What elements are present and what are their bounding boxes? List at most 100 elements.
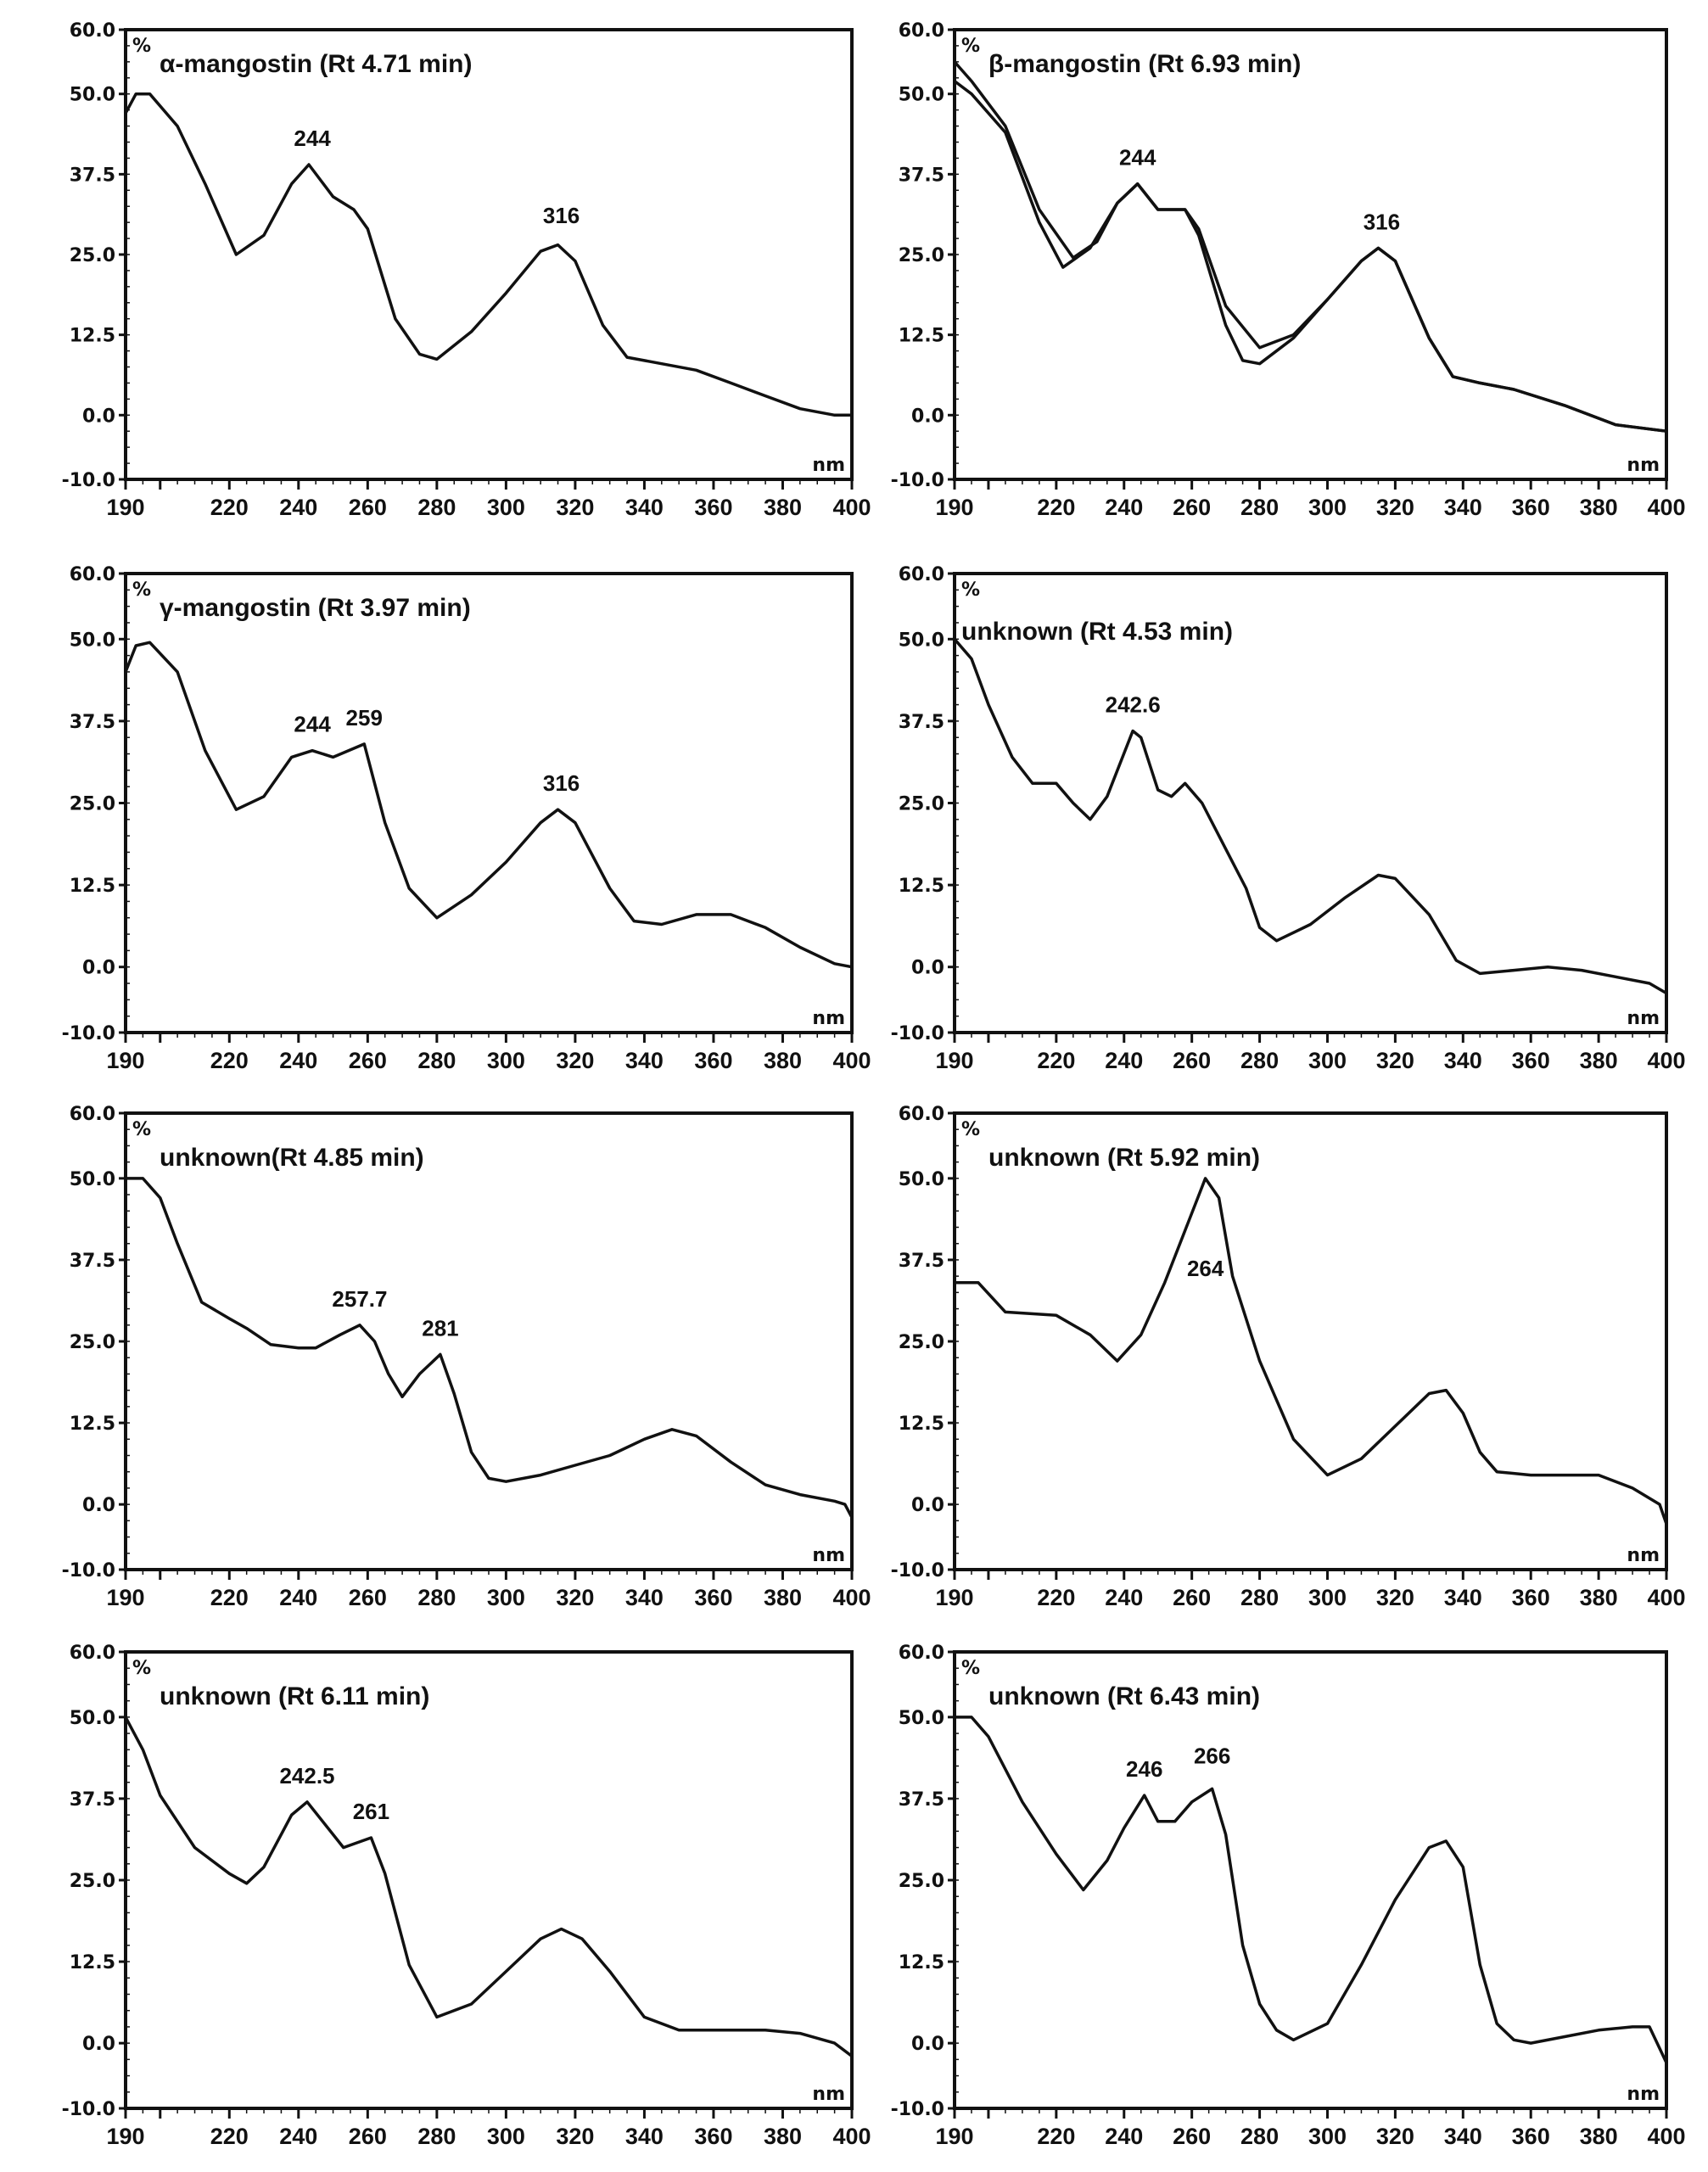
y-tick-label: 60.0 xyxy=(899,564,944,585)
peak-label: 257.7 xyxy=(332,1286,387,1312)
y-tick-label: 50.0 xyxy=(899,85,944,106)
y-tick-label: 60.0 xyxy=(70,1104,115,1125)
y-tick-label: 37.5 xyxy=(899,165,944,186)
x-tick-label: 400 xyxy=(1647,2124,1685,2149)
y-tick-label: 12.5 xyxy=(70,876,115,897)
x-tick-label: 260 xyxy=(1173,1585,1211,1610)
x-tick-label: 280 xyxy=(1240,1585,1279,1610)
x-tick-label: 260 xyxy=(349,2124,387,2149)
x-tick-label: 240 xyxy=(279,2124,317,2149)
x-tick-label: 340 xyxy=(1444,2124,1482,2149)
peak-label: 316 xyxy=(543,770,580,796)
x-tick-label: 380 xyxy=(1580,1585,1618,1610)
spectrum-panel-2: 60.0 50.0 37.5 25.0 12.5 0.0 -10.0 190 220 240 260… xyxy=(891,20,1686,520)
x-tick-label: 340 xyxy=(1444,1048,1482,1073)
x-unit-label: nm xyxy=(812,1545,845,1566)
y-tick-label: 60.0 xyxy=(899,1104,944,1125)
panel-title: β-mangostin (Rt 6.93 min) xyxy=(988,50,1301,78)
y-tick-label: 50.0 xyxy=(899,1708,944,1729)
y-unit-label: % xyxy=(961,1119,980,1140)
peak-label: 316 xyxy=(1364,209,1400,234)
y-unit-label: % xyxy=(132,579,151,601)
plot-frame xyxy=(953,28,1668,481)
panel-title: unknown (Rt 6.11 min) xyxy=(160,1682,429,1710)
peak-label: 266 xyxy=(1194,1744,1230,1769)
x-tick-label: 320 xyxy=(1376,1048,1414,1073)
peak-label: 259 xyxy=(346,705,383,731)
x-tick-label: 240 xyxy=(1105,1048,1143,1073)
x-tick-label: 280 xyxy=(417,1585,456,1610)
y-tick-label: 12.5 xyxy=(70,326,115,347)
y-tick-label: 37.5 xyxy=(899,712,944,733)
x-tick-label: 340 xyxy=(625,495,664,520)
x-tick-label: 360 xyxy=(694,1048,732,1073)
y-tick-label: 0.0 xyxy=(911,406,944,427)
x-tick-label: 190 xyxy=(106,1585,144,1610)
y-tick-label: 37.5 xyxy=(899,1251,944,1272)
y-tick-label: 25.0 xyxy=(899,245,944,266)
y-tick-label: 50.0 xyxy=(70,1169,115,1190)
x-tick-label: 400 xyxy=(1647,1048,1685,1073)
x-tick-label: 300 xyxy=(487,1585,525,1610)
x-tick-label: 220 xyxy=(1037,1048,1075,1073)
x-tick-label: 300 xyxy=(1308,1585,1347,1610)
x-tick-label: 260 xyxy=(349,495,387,520)
x-tick-label: 240 xyxy=(279,1585,317,1610)
y-tick-label: 0.0 xyxy=(82,958,115,979)
x-tick-label: 320 xyxy=(556,495,594,520)
x-tick-label: 320 xyxy=(556,2124,594,2149)
x-tick-label: 280 xyxy=(1240,495,1279,520)
x-tick-label: 220 xyxy=(1037,495,1075,520)
x-unit-label: nm xyxy=(1627,1545,1660,1566)
x-tick-label: 400 xyxy=(832,1585,871,1610)
x-tick-label: 260 xyxy=(349,1585,387,1610)
x-unit-label: nm xyxy=(812,455,845,476)
x-tick-label: 360 xyxy=(1512,1585,1550,1610)
spectrum-panel-3: 60.0 50.0 37.5 25.0 12.5 0.0 -10.0 190 220 240 260… xyxy=(62,564,871,1073)
plot-frame xyxy=(124,572,854,1034)
spectrum-line xyxy=(124,641,853,969)
x-tick-label: 280 xyxy=(1240,1048,1279,1073)
plot-frame xyxy=(953,1111,1668,1571)
x-tick-label: 400 xyxy=(832,2124,871,2149)
y-tick-label: 0.0 xyxy=(82,406,115,427)
x-tick-label: 190 xyxy=(106,495,144,520)
x-tick-label: 380 xyxy=(1580,1048,1618,1073)
y-tick-label: 50.0 xyxy=(899,630,944,651)
peak-label: 242.6 xyxy=(1106,691,1161,717)
spectrum-panel-7: 60.0 50.0 37.5 25.0 12.5 0.0 -10.0 190 220 240 260… xyxy=(62,1643,871,2149)
x-tick-label: 360 xyxy=(1512,2124,1550,2149)
x-tick-label: 220 xyxy=(1037,2124,1075,2149)
y-tick-label: 50.0 xyxy=(70,85,115,106)
spectrum-panel-1: 60.0 50.0 37.5 25.0 12.5 0.0 -10.0 190 220 240 260… xyxy=(62,20,871,520)
y-tick-label: 25.0 xyxy=(70,245,115,266)
x-tick-label: 400 xyxy=(1647,495,1685,520)
x-tick-label: 280 xyxy=(417,2124,456,2149)
x-tick-label: 240 xyxy=(1105,2124,1143,2149)
x-tick-label: 240 xyxy=(1105,495,1143,520)
y-tick-label: -10.0 xyxy=(891,470,944,491)
x-tick-label: 280 xyxy=(417,495,456,520)
x-tick-label: 360 xyxy=(694,2124,732,2149)
y-tick-label: 37.5 xyxy=(70,165,115,186)
x-unit-label: nm xyxy=(1627,2084,1660,2105)
panel-title: unknown (Rt 5.92 min) xyxy=(988,1144,1260,1172)
peak-label: 242.5 xyxy=(279,1763,334,1789)
y-tick-label: 25.0 xyxy=(899,1871,944,1892)
y-unit-label: % xyxy=(961,36,980,57)
spectrum-line xyxy=(953,638,1667,995)
y-tick-label: -10.0 xyxy=(891,2099,944,2120)
y-tick-label: 37.5 xyxy=(70,1789,115,1811)
x-tick-label: 300 xyxy=(487,2124,525,2149)
x-tick-label: 220 xyxy=(1037,1585,1075,1610)
x-tick-label: 360 xyxy=(694,495,732,520)
spectrum-line xyxy=(955,1177,1668,1525)
x-tick-label: 340 xyxy=(1444,495,1482,520)
spectrum-panel-5: 60.0 50.0 37.5 25.0 12.5 0.0 -10.0 190 220 240 260… xyxy=(62,1104,871,1610)
x-tick-label: 280 xyxy=(417,1048,456,1073)
y-tick-label: 37.5 xyxy=(70,712,115,733)
y-tick-label: 0.0 xyxy=(911,1495,944,1516)
spectrum-line xyxy=(953,80,1667,433)
peak-label: 244 xyxy=(294,712,331,737)
